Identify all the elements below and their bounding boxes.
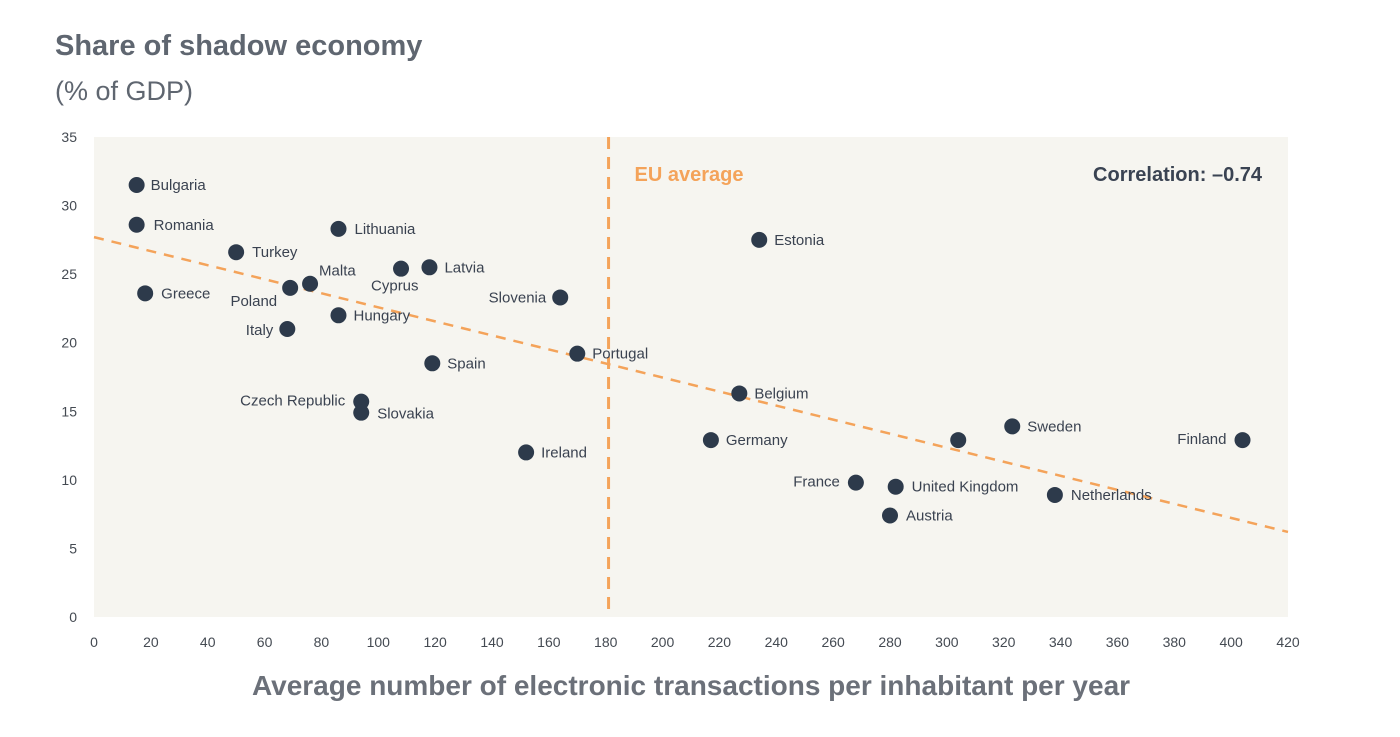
data-point <box>882 507 898 524</box>
y-tick-label: 25 <box>61 266 77 282</box>
point-label: Portugal <box>592 346 648 363</box>
data-point <box>751 231 768 248</box>
point-label: Ireland <box>541 444 587 461</box>
y-tick-label: 35 <box>61 129 77 145</box>
point-label: Turkey <box>252 244 298 261</box>
data-point <box>847 474 864 491</box>
x-tick-label: 360 <box>1106 634 1130 650</box>
data-point <box>128 216 145 233</box>
chart-subtitle: (% of GDP) <box>55 76 194 106</box>
data-point <box>393 260 410 277</box>
point-label: United Kingdom <box>912 479 1019 496</box>
x-tick-label: 220 <box>708 634 732 650</box>
point-label: Poland <box>230 293 277 310</box>
data-point <box>887 478 904 495</box>
y-tick-label: 20 <box>61 335 77 351</box>
y-axis-ticks: 0 5 10 15 20 25 30 35 <box>61 129 77 625</box>
data-point <box>1046 486 1063 503</box>
data-point <box>731 385 748 402</box>
point-label: Romania <box>154 217 215 234</box>
x-tick-label: 240 <box>765 634 789 650</box>
plot-area <box>94 137 1288 617</box>
point-label: Cyprus <box>371 278 419 295</box>
data-point <box>421 259 438 276</box>
eu-average-label: EU average <box>635 164 744 186</box>
chart-title: Share of shadow economy <box>55 30 423 62</box>
point-label: Estonia <box>774 232 825 249</box>
x-tick-label: 400 <box>1219 634 1243 650</box>
point-label: Slovakia <box>377 406 434 423</box>
data-point <box>353 393 370 410</box>
x-tick-label: 120 <box>423 634 447 650</box>
data-point <box>702 432 719 449</box>
data-point <box>518 444 535 461</box>
point-label: France <box>793 474 840 491</box>
point-labels: Bulgaria Romania Lithuania Turkey Malta Cypru… <box>151 177 1227 525</box>
x-tick-label: 180 <box>594 634 618 650</box>
x-axis-label: Average number of electronic transaction… <box>251 670 1131 701</box>
y-tick-label: 0 <box>69 609 77 625</box>
x-axis-ticks: 0 20 40 60 80 100 120 140 160 180 200 220 240 260 280 3… <box>90 634 1300 650</box>
y-tick-label: 15 <box>61 403 77 419</box>
point-label: Latvia <box>444 259 485 276</box>
x-tick-label: 380 <box>1163 634 1187 650</box>
correlation-annotation: Correlation: –0.74 <box>1093 164 1263 186</box>
y-tick-label: 10 <box>61 472 77 488</box>
data-point <box>128 177 145 193</box>
point-label: Finland <box>1177 431 1226 448</box>
data-point <box>569 345 586 362</box>
x-tick-label: 300 <box>935 634 959 650</box>
point-label: Belgium <box>754 385 808 402</box>
x-tick-label: 160 <box>537 634 561 650</box>
data-point <box>137 285 154 302</box>
data-point <box>279 321 296 337</box>
y-tick-label: 5 <box>69 540 77 556</box>
point-label: Sweden <box>1027 418 1081 435</box>
data-point <box>1004 418 1021 435</box>
x-tick-label: 100 <box>367 634 391 650</box>
point-label: Lithuania <box>354 221 416 238</box>
x-tick-label: 420 <box>1276 634 1300 650</box>
data-point <box>950 432 967 449</box>
data-point <box>424 355 441 372</box>
x-tick-label: 140 <box>480 634 504 650</box>
x-tick-label: 0 <box>90 634 98 650</box>
x-tick-label: 80 <box>314 634 330 650</box>
point-label: Austria <box>906 508 953 525</box>
point-label: Slovenia <box>489 289 547 306</box>
point-label: Bulgaria <box>151 177 207 194</box>
point-label: Spain <box>447 355 485 372</box>
x-tick-label: 320 <box>992 634 1016 650</box>
x-tick-label: 20 <box>143 634 159 650</box>
data-point <box>228 244 245 261</box>
x-tick-label: 340 <box>1049 634 1073 650</box>
data-point <box>282 279 299 296</box>
point-label: Greece <box>161 285 210 302</box>
point-label: Netherlands <box>1071 487 1152 504</box>
data-point <box>353 404 370 421</box>
x-tick-label: 60 <box>257 634 273 650</box>
x-tick-label: 260 <box>821 634 845 650</box>
data-points <box>128 177 1251 524</box>
data-point <box>552 289 569 306</box>
point-label: Czech Republic <box>240 393 346 410</box>
x-tick-label: 40 <box>200 634 216 650</box>
x-tick-label: 200 <box>651 634 675 650</box>
data-point <box>1234 432 1251 449</box>
point-label: Hungary <box>353 307 410 324</box>
point-label: Italy <box>246 322 274 339</box>
point-label: Malta <box>319 263 356 280</box>
data-point <box>302 275 319 292</box>
point-label: Germany <box>726 432 788 449</box>
x-tick-label: 280 <box>878 634 902 650</box>
data-point <box>330 220 347 237</box>
y-tick-label: 30 <box>61 198 77 214</box>
data-point <box>330 307 347 324</box>
